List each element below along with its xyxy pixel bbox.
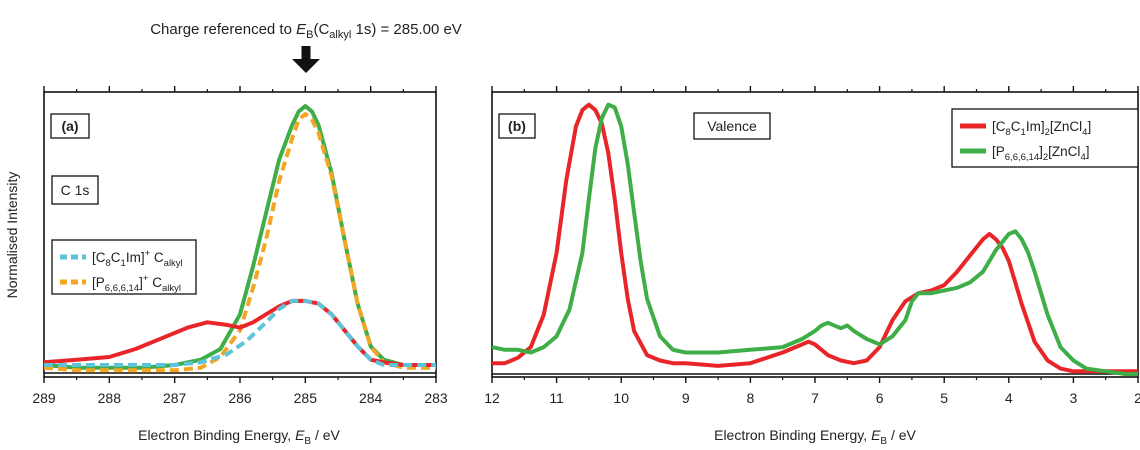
panel-label-box [50, 113, 90, 139]
series-line-a-orange [44, 112, 436, 373]
x-tick-label: 7 [811, 390, 819, 406]
legend-label-part: ] [1086, 144, 1090, 159]
legend-label-part: C [150, 250, 164, 265]
legend-label-part: 4 [1080, 152, 1085, 163]
x-tick-label: 5 [940, 390, 948, 406]
legend-box [51, 239, 197, 295]
legend-label-part: 2 [1045, 127, 1050, 138]
charge-reference-annotation: Charge referenced to EB(Calkyl 1s) = 285… [150, 21, 462, 41]
legend-label-part: ] [1087, 119, 1091, 134]
legend-label: [P6,6,6,14]2[ZnCl4] [992, 144, 1090, 163]
legend-label-part: ] [139, 275, 143, 290]
annotation-text: Valence [707, 118, 757, 134]
x-tick-label: 287 [163, 390, 187, 406]
annotation-text: C 1s [61, 182, 90, 198]
legend-label-part: Im] [1026, 119, 1045, 134]
legend-label-part: [ZnCl [1050, 119, 1082, 134]
legend-label: [C8C1Im]2[ZnCl4] [992, 119, 1091, 138]
legend-box [951, 108, 1139, 168]
legend-label-part: [P [992, 144, 1005, 159]
x-tick-label: 10 [613, 390, 629, 406]
x-tick-label: 289 [32, 390, 56, 406]
x-tick-label: 2 [1134, 390, 1140, 406]
legend-label-part: 6,6,6,14 [1005, 152, 1039, 163]
legend-label-part: C [148, 275, 162, 290]
legend-label-part: 4 [1082, 127, 1087, 138]
legend-label-part: 8 [1006, 127, 1011, 138]
down-arrow-icon [292, 46, 320, 73]
legend-label-part: 2 [1043, 152, 1048, 163]
series-line-b-green [492, 102, 1138, 376]
legend-label: [C8C1Im]+ Calkyl [92, 248, 183, 269]
legend-label-part: [P [92, 275, 105, 290]
legend-label-part: 1 [1021, 127, 1026, 138]
panel-label-box [498, 113, 536, 139]
legend-label-part: Im] [126, 250, 145, 265]
legend-label-part: C [1011, 119, 1021, 134]
panel-a: 289 288 287 286 285 284 283(a)C 1s[C8C1Im]+ Ca… [32, 86, 448, 406]
x-tick-label: 9 [682, 390, 690, 406]
x-tick-label: 8 [747, 390, 755, 406]
legend-label-part: alkyl [162, 283, 181, 294]
series-group [44, 104, 436, 373]
legend-label-part: C [111, 250, 121, 265]
x-tick-label: 284 [359, 390, 383, 406]
legend-label-part: 6,6,6,14 [105, 283, 139, 294]
x-tick-label: 4 [1005, 390, 1013, 406]
series-line-b-red [492, 102, 1138, 374]
y-axis-label: Normalised Intensity [4, 172, 20, 299]
x-tick-label: 12 [484, 390, 500, 406]
legend-label: [P6,6,6,14]+ Calkyl [92, 273, 181, 294]
x-tick-label: 11 [549, 390, 564, 406]
x-tick-label: 286 [228, 390, 252, 406]
panel-label: (a) [61, 118, 78, 134]
series-line-a-blue [44, 298, 436, 367]
panel-b: 12 11 10 9 8 7 6 5 4 3 2(b) Valence [C8C1Im]2[ZnCl4]… [484, 86, 1140, 406]
x-tick-label: 283 [424, 390, 448, 406]
legend-label-part: [C [992, 119, 1006, 134]
series-line-a-red [44, 298, 436, 367]
x-tick-label: 285 [294, 390, 318, 406]
x-tick-label: 6 [876, 390, 884, 406]
x-tick-label: 3 [1070, 390, 1078, 406]
legend-label-part: + [145, 248, 151, 259]
x-tick-label: 288 [98, 390, 122, 406]
x-axis-label-a: Electron Binding Energy, EB / eV [138, 427, 340, 447]
plot-frame [43, 91, 437, 378]
legend-label-part: ] [1039, 144, 1043, 159]
legend-label-part: [C [92, 250, 106, 265]
annotation-box [51, 175, 99, 205]
legend-label-part: [ZnCl [1048, 144, 1080, 159]
series-group [492, 102, 1138, 376]
legend-label-part: 8 [106, 258, 111, 269]
panel-label: (b) [508, 118, 526, 134]
legend-label-part: 1 [121, 258, 126, 269]
legend-label-part: + [143, 273, 149, 284]
legend-label-part: alkyl [164, 258, 183, 269]
x-axis-label-b: Electron Binding Energy, EB / eV [714, 427, 916, 447]
annotation-box [693, 112, 771, 140]
